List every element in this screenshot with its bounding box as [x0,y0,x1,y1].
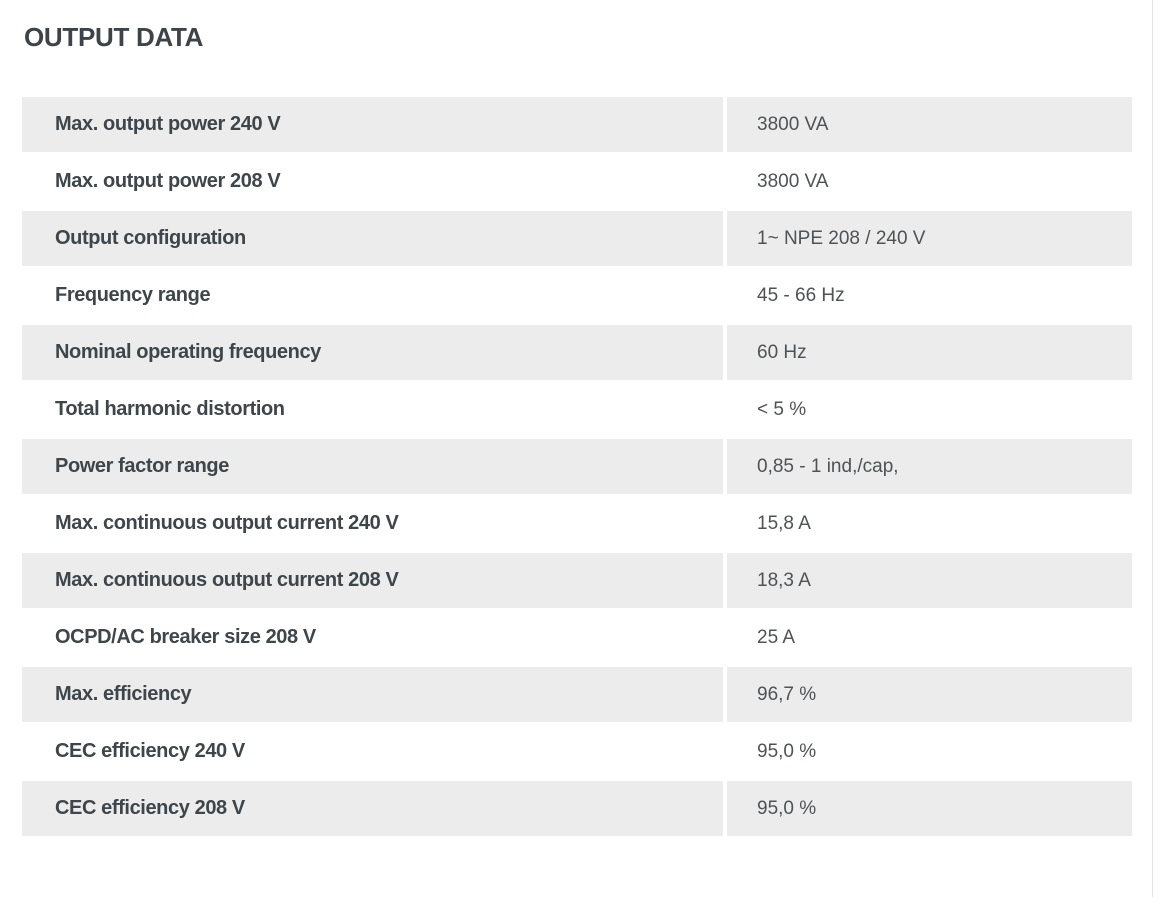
table-row: Max. continuous output current 240 V 15,… [22,496,1132,551]
spec-value: 25 A [757,626,796,648]
spec-value: 1~ NPE 208 / 240 V [757,227,926,249]
spec-label: Max. output power 240 V [55,113,281,135]
table-row: CEC efficiency 208 V 95,0 % [22,781,1132,836]
spec-value-cell: 0,85 - 1 ind,/cap, [727,439,1132,494]
spec-label-cell: Max. output power 240 V [22,97,723,152]
spec-value-cell: 3800 VA [727,97,1132,152]
spec-label: Power factor range [55,455,229,477]
spec-value: 0,85 - 1 ind,/cap, [757,455,899,477]
spec-value-cell: 45 - 66 Hz [727,268,1132,323]
table-row: Power factor range 0,85 - 1 ind,/cap, [22,439,1132,494]
spec-label: OCPD/AC breaker size 208 V [55,626,316,648]
spec-label-cell: Nominal operating frequency [22,325,723,380]
spec-value: 3800 VA [757,170,829,192]
spec-value: 15,8 A [757,512,811,534]
spec-value-cell: 95,0 % [727,724,1132,779]
spec-label-cell: CEC efficiency 240 V [22,724,723,779]
spec-label-cell: Max. continuous output current 240 V [22,496,723,551]
spec-value-cell: 96,7 % [727,667,1132,722]
spec-label: Max. continuous output current 240 V [55,512,399,534]
spec-label: Max. output power 208 V [55,170,281,192]
spec-label: CEC efficiency 240 V [55,740,245,762]
table-row: Max. output power 240 V 3800 VA [22,97,1132,152]
spec-value: 3800 VA [757,113,829,135]
spec-value-cell: 15,8 A [727,496,1132,551]
spec-label-cell: OCPD/AC breaker size 208 V [22,610,723,665]
spec-value: 18,3 A [757,569,811,591]
spec-label: Total harmonic distortion [55,398,285,420]
spec-value-cell: < 5 % [727,382,1132,437]
spec-label-cell: CEC efficiency 208 V [22,781,723,836]
spec-label-cell: Max. output power 208 V [22,154,723,209]
table-row: OCPD/AC breaker size 208 V 25 A [22,610,1132,665]
spec-label: Nominal operating frequency [55,341,321,363]
spec-value: 95,0 % [757,740,817,762]
table-row: CEC efficiency 240 V 95,0 % [22,724,1132,779]
spec-value-cell: 25 A [727,610,1132,665]
spec-label: Max. efficiency [55,683,192,705]
spec-value: 96,7 % [757,683,817,705]
spec-value-cell: 60 Hz [727,325,1132,380]
spec-label-cell: Frequency range [22,268,723,323]
spec-value-cell: 3800 VA [727,154,1132,209]
table-row: Total harmonic distortion < 5 % [22,382,1132,437]
table-row: Max. output power 208 V 3800 VA [22,154,1132,209]
table-row: Frequency range 45 - 66 Hz [22,268,1132,323]
page-edge-divider [1152,0,1153,897]
spec-value: < 5 % [757,398,807,420]
spec-value: 45 - 66 Hz [757,284,845,306]
spec-value-cell: 95,0 % [727,781,1132,836]
spec-value: 60 Hz [757,341,807,363]
spec-label: Frequency range [55,284,211,306]
spec-label-cell: Total harmonic distortion [22,382,723,437]
spec-label: Max. continuous output current 208 V [55,569,399,591]
spec-label: Output configuration [55,227,246,249]
table-row: Output configuration 1~ NPE 208 / 240 V [22,211,1132,266]
spec-label-cell: Max. efficiency [22,667,723,722]
page-title: OUTPUT DATA [24,22,204,52]
spec-value-cell: 1~ NPE 208 / 240 V [727,211,1132,266]
spec-label-cell: Power factor range [22,439,723,494]
spec-value-cell: 18,3 A [727,553,1132,608]
table-row: Max. efficiency 96,7 % [22,667,1132,722]
spec-label-cell: Max. continuous output current 208 V [22,553,723,608]
output-data-spec-table: Max. output power 240 V 3800 VA Max. out… [22,97,1132,838]
table-row: Max. continuous output current 208 V 18,… [22,553,1132,608]
spec-label-cell: Output configuration [22,211,723,266]
spec-value: 95,0 % [757,797,817,819]
table-row: Nominal operating frequency 60 Hz [22,325,1132,380]
spec-label: CEC efficiency 208 V [55,797,245,819]
